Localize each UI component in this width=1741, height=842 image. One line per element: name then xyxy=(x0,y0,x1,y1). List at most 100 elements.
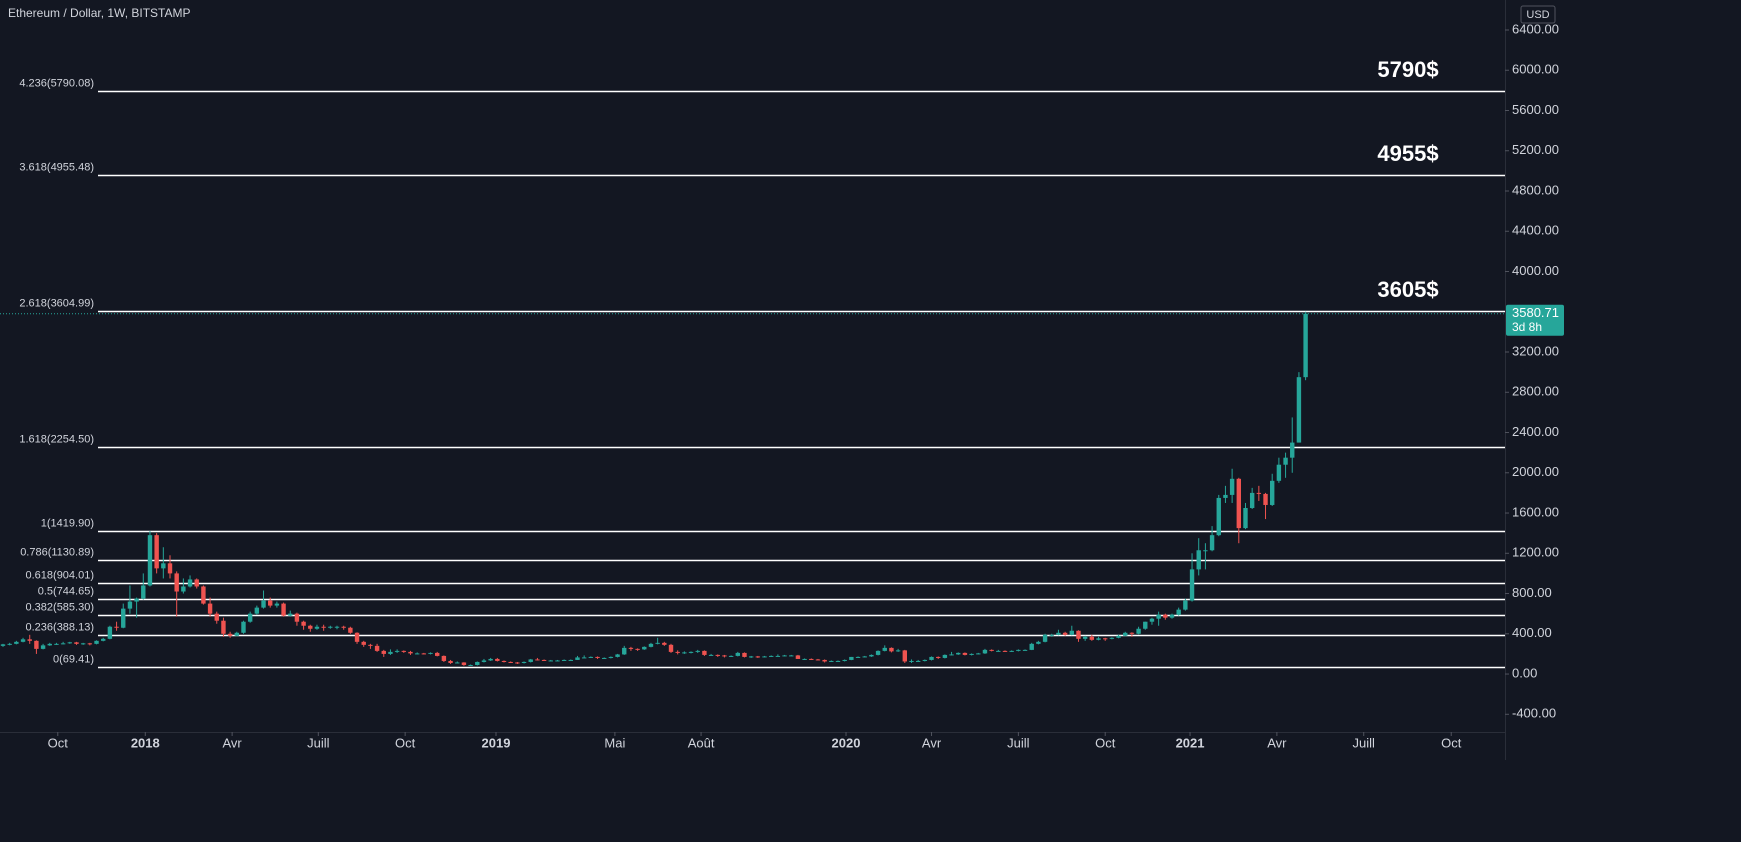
y-tick-label: 6400.00 xyxy=(1512,21,1559,36)
candle-body xyxy=(555,660,560,662)
y-tick-label: 2000.00 xyxy=(1512,464,1559,479)
candle-body xyxy=(468,664,473,666)
candle-body xyxy=(368,644,373,646)
candle-body xyxy=(1049,634,1054,636)
candle-body xyxy=(622,647,627,655)
candle-body xyxy=(1036,641,1041,644)
candle-body xyxy=(608,656,614,658)
candle-body xyxy=(221,620,226,634)
candle-body xyxy=(1143,621,1148,629)
candle-body xyxy=(936,656,941,658)
x-tick-label: 2020 xyxy=(832,735,861,750)
candle-body xyxy=(361,641,366,645)
candle-body xyxy=(60,643,66,645)
x-tick-label: 2019 xyxy=(482,735,511,750)
candle-body xyxy=(14,641,19,644)
candle-body xyxy=(982,649,988,654)
price-annotation: 3605$ xyxy=(1377,277,1438,302)
candle-body xyxy=(635,648,640,650)
candle-body xyxy=(254,607,260,614)
candle-body xyxy=(789,655,794,657)
x-tick-label: Avr xyxy=(922,735,942,750)
candle-body xyxy=(114,626,119,628)
candle-body xyxy=(675,651,680,653)
y-tick-label: 1200.00 xyxy=(1512,545,1559,560)
fib-level-label: 2.618(3604.99) xyxy=(19,297,94,309)
candle-body xyxy=(668,644,674,652)
last-price-label: 3580.71 xyxy=(1512,305,1559,320)
candle-body xyxy=(1136,628,1141,634)
candle-body xyxy=(655,642,660,644)
candle-body xyxy=(1290,442,1295,458)
y-tick-label: 4400.00 xyxy=(1512,223,1559,238)
candle-body xyxy=(227,633,233,636)
candle-body xyxy=(1209,535,1215,551)
candle-body xyxy=(1149,618,1155,622)
candle-body xyxy=(535,659,540,661)
candle-body xyxy=(1196,550,1201,570)
x-tick-label: Avr xyxy=(222,735,242,750)
candle-body xyxy=(735,652,741,656)
candle-body xyxy=(374,645,380,651)
y-tick-label: 2800.00 xyxy=(1512,384,1559,399)
candle-body xyxy=(341,626,346,628)
candle-body xyxy=(107,626,113,639)
candle-body xyxy=(648,643,654,647)
candle-body xyxy=(441,655,447,661)
candle-body xyxy=(835,660,841,662)
candle-body xyxy=(308,625,313,629)
candle-body xyxy=(1243,507,1248,529)
candle-body xyxy=(842,659,847,661)
candle-body xyxy=(541,659,547,661)
candle-body xyxy=(595,656,600,658)
y-tick-label: 3200.00 xyxy=(1512,343,1559,358)
y-tick-label: 800.00 xyxy=(1512,585,1552,600)
x-tick-label: Oct xyxy=(1441,735,1462,750)
candle-body xyxy=(214,613,219,621)
candle-body xyxy=(515,662,520,664)
candle-body xyxy=(722,655,727,657)
candle-body xyxy=(421,653,427,655)
x-tick-label: Avr xyxy=(1267,735,1287,750)
candle-body xyxy=(1283,457,1288,465)
candle-body xyxy=(588,656,594,658)
candle-body xyxy=(1069,630,1075,635)
candle-body xyxy=(1189,569,1195,601)
candle-body xyxy=(715,654,720,656)
x-tick-label: 2018 xyxy=(131,735,160,750)
candle-body xyxy=(895,650,901,652)
fib-level-label: 0.618(904.01) xyxy=(26,569,95,581)
candle-body xyxy=(348,627,353,633)
candle-body xyxy=(809,658,814,660)
x-tick-label: Oct xyxy=(395,735,416,750)
y-tick-label: 2400.00 xyxy=(1512,424,1559,439)
candle-body xyxy=(20,639,26,642)
y-tick-label: -400.00 xyxy=(1512,706,1556,721)
candle-body xyxy=(154,535,159,569)
candle-body xyxy=(1216,497,1221,536)
currency-label: USD xyxy=(1526,9,1549,21)
candle-body xyxy=(147,535,153,586)
candle-body xyxy=(748,656,754,658)
fib-level-label: 0.236(388.13) xyxy=(26,621,95,633)
candle-body xyxy=(1103,638,1108,640)
candle-body xyxy=(161,563,166,569)
candle-body xyxy=(662,642,667,645)
candle-body xyxy=(922,659,928,661)
candle-body xyxy=(548,660,553,662)
candle-body xyxy=(194,579,199,587)
candle-body xyxy=(815,659,821,661)
candle-body xyxy=(167,563,173,574)
candle-body xyxy=(688,651,694,653)
candle-body xyxy=(481,660,487,662)
fib-level-label: 0.382(585.30) xyxy=(26,601,95,613)
candle-body xyxy=(1183,600,1188,610)
y-tick-label: 0.00 xyxy=(1512,665,1537,680)
y-tick-label: 4800.00 xyxy=(1512,182,1559,197)
candle-body xyxy=(1116,635,1121,638)
candle-body xyxy=(1276,464,1282,481)
candle-body xyxy=(174,573,179,592)
candle-body xyxy=(929,656,934,660)
y-tick-label: 1600.00 xyxy=(1512,504,1559,519)
